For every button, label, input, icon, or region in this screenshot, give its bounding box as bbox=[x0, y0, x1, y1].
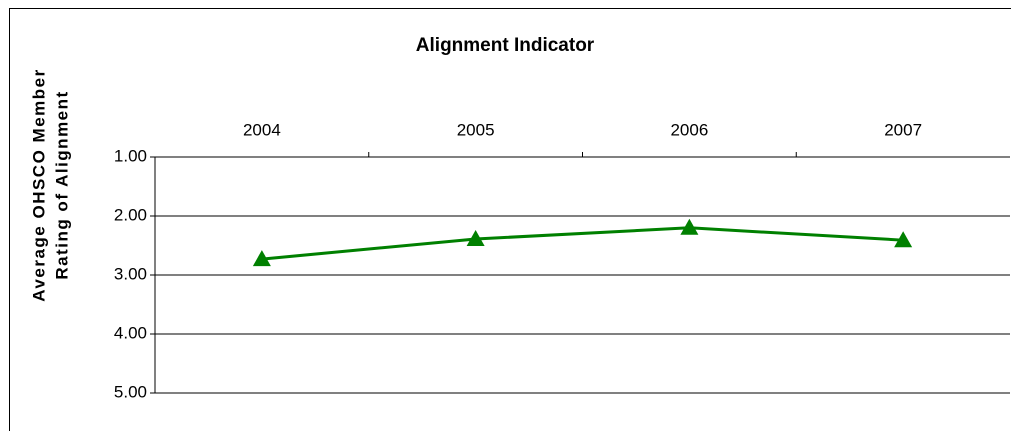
x-tick-label: 2005 bbox=[457, 120, 495, 139]
x-tick-label: 2006 bbox=[670, 120, 708, 139]
chart-title: Alignment Indicator bbox=[416, 35, 595, 56]
y-tick-label: 3.00 bbox=[114, 264, 147, 283]
y-axis-title: Average OHSCO Member bbox=[29, 68, 48, 301]
y-tick-label: 2.00 bbox=[114, 205, 147, 224]
x-tick-label: 2004 bbox=[243, 120, 281, 139]
data-marker bbox=[252, 250, 271, 267]
y-tick-label: 4.00 bbox=[114, 323, 147, 342]
chart-frame bbox=[9, 8, 1011, 431]
y-axis-title: Rating of Alignment bbox=[52, 90, 71, 279]
data-marker bbox=[466, 230, 485, 247]
y-tick-label: 5.00 bbox=[114, 382, 147, 401]
x-tick-label: 2007 bbox=[884, 120, 922, 139]
y-tick-label: 1.00 bbox=[114, 146, 147, 165]
data-marker bbox=[680, 218, 699, 235]
series-line bbox=[261, 226, 904, 261]
data-marker bbox=[894, 231, 913, 248]
